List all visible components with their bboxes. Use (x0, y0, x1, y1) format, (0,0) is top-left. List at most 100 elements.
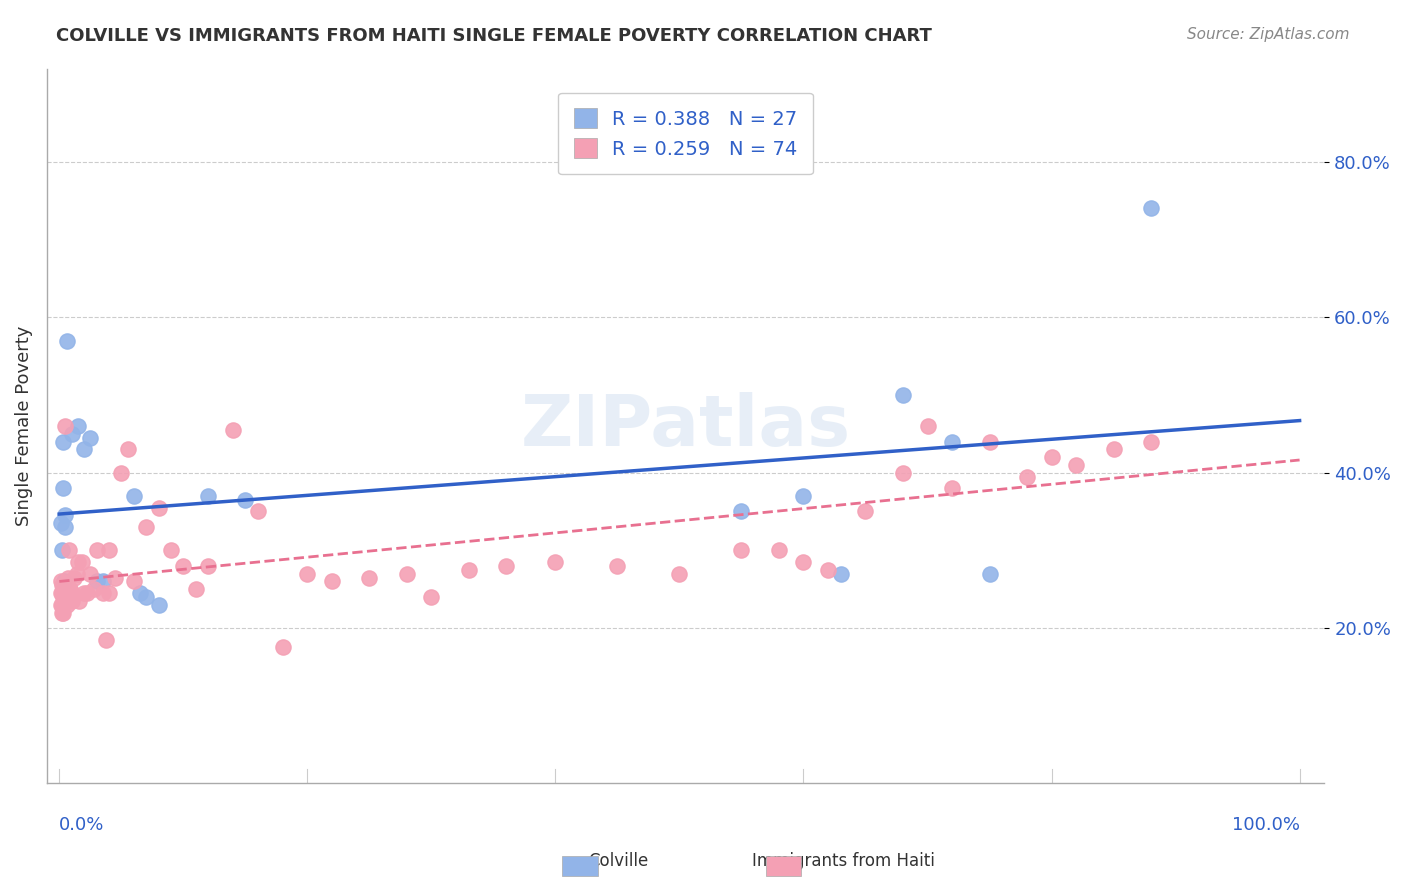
Text: COLVILLE VS IMMIGRANTS FROM HAITI SINGLE FEMALE POVERTY CORRELATION CHART: COLVILLE VS IMMIGRANTS FROM HAITI SINGLE… (56, 27, 932, 45)
Point (891, 388, 914, 402)
Point (60, 586, 83, 600)
Point (148, 598, 170, 612)
Point (271, 640, 294, 655)
Text: ZIPatlas: ZIPatlas (520, 392, 851, 460)
Point (51, 578, 73, 592)
Point (52, 590, 75, 604)
Point (1015, 469, 1038, 483)
Point (52, 481, 75, 495)
Point (51, 586, 73, 600)
Point (58, 543, 80, 558)
Point (66, 419, 89, 434)
Point (76, 586, 98, 600)
Point (53, 586, 76, 600)
Legend: R = 0.388   N = 27, R = 0.259   N = 74: R = 0.388 N = 27, R = 0.259 N = 74 (558, 93, 813, 175)
Point (91, 574, 114, 589)
Point (55, 594, 77, 608)
Point (96, 632, 118, 647)
Text: Immigrants from Haiti: Immigrants from Haiti (752, 852, 935, 870)
Point (66, 555, 89, 569)
Point (56, 570, 79, 584)
Point (122, 489, 145, 503)
Point (104, 570, 127, 584)
Point (52, 586, 75, 600)
Point (55, 578, 77, 592)
Point (197, 558, 219, 573)
Text: Source: ZipAtlas.com: Source: ZipAtlas.com (1187, 27, 1350, 42)
Point (51, 543, 73, 558)
Point (55, 520, 77, 534)
Point (70, 555, 93, 569)
Point (855, 504, 877, 518)
Text: 100.0%: 100.0% (1232, 815, 1299, 834)
Point (792, 489, 814, 503)
Point (49, 574, 72, 589)
Point (941, 481, 963, 495)
Point (91, 586, 114, 600)
Point (297, 566, 319, 581)
Point (160, 543, 183, 558)
Point (172, 558, 194, 573)
Point (979, 434, 1001, 449)
Point (79, 431, 101, 445)
Point (73, 442, 96, 457)
Point (495, 558, 517, 573)
Point (49, 516, 72, 530)
Point (148, 500, 170, 515)
Point (668, 566, 690, 581)
Point (55, 334, 77, 348)
Point (67, 594, 90, 608)
Point (606, 558, 628, 573)
Point (135, 590, 157, 604)
Point (97, 586, 120, 600)
Point (52, 606, 75, 620)
Point (117, 442, 139, 457)
Point (86, 543, 108, 558)
Point (63, 570, 86, 584)
Point (53, 574, 76, 589)
Point (979, 566, 1001, 581)
Point (59, 582, 82, 597)
Point (233, 492, 256, 507)
Y-axis label: Single Female Poverty: Single Female Poverty (15, 326, 32, 526)
Point (66, 566, 89, 581)
Text: Colville: Colville (589, 852, 648, 870)
Point (110, 466, 132, 480)
Point (792, 555, 814, 569)
Point (321, 574, 343, 589)
Point (1066, 458, 1088, 472)
Point (86, 574, 108, 589)
Point (1040, 450, 1063, 464)
Point (49, 586, 72, 600)
Point (917, 419, 939, 434)
Point (544, 555, 567, 569)
Point (135, 520, 157, 534)
Point (730, 504, 752, 518)
Point (1139, 202, 1161, 216)
Point (55, 508, 77, 523)
Point (52, 434, 75, 449)
Point (457, 563, 479, 577)
Point (73, 586, 96, 600)
Point (83, 582, 105, 597)
Point (222, 423, 245, 437)
Point (359, 570, 381, 584)
Point (395, 566, 418, 581)
Point (1139, 434, 1161, 449)
Point (768, 543, 790, 558)
Point (97, 543, 120, 558)
Point (941, 434, 963, 449)
Point (53, 594, 76, 608)
Point (129, 586, 152, 600)
Point (60, 594, 83, 608)
Point (122, 574, 145, 589)
Point (420, 590, 443, 604)
Point (817, 563, 839, 577)
Point (184, 582, 207, 597)
Point (830, 566, 852, 581)
Point (55, 582, 77, 597)
Point (730, 543, 752, 558)
Point (1102, 442, 1125, 457)
Point (51, 598, 73, 612)
Point (52, 582, 75, 597)
